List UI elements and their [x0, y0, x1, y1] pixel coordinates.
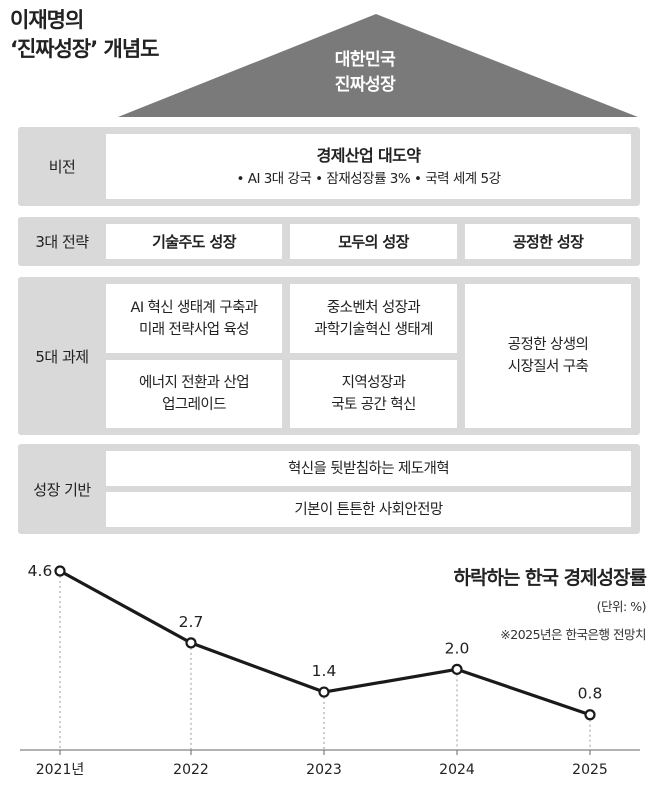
roof-label: 대한민국 진짜성장	[280, 48, 450, 98]
task-regional-line-2: 국토 공간 혁신	[331, 397, 416, 413]
growth-rate-chart: 2021년 2022 2023 2024 2025 4.6 2.7 1.4 2.0 0.8	[20, 562, 640, 778]
task-cell-energy: 에너지 전환과 산업 업그레이드	[106, 360, 282, 428]
task-ai-line-2: 미래 전략사업 육성	[139, 321, 250, 338]
x-tick-label: 2024	[439, 762, 475, 778]
data-point	[185, 637, 197, 649]
foundation-label: 성장 기반	[33, 480, 91, 499]
task-cell-ai: AI 혁신 생태계 구축과 미래 전략사업 육성	[106, 284, 282, 353]
chart-unit: (단위: %)	[596, 599, 647, 614]
data-point	[318, 686, 330, 698]
x-tick-label: 2022	[173, 762, 209, 778]
x-tick-label: 2021년	[36, 762, 85, 778]
data-label: 2.7	[179, 613, 204, 631]
task-cell-venture: 중소벤처 성장과 과학기술혁신 생태계	[290, 284, 457, 353]
task-ai-line-1: AI 혁신 생태계 구축과	[130, 299, 259, 316]
foundation-item-2: 기본이 튼튼한 사회안전망	[106, 492, 631, 527]
data-label: 4.6	[28, 562, 53, 580]
chart-title: 하락하는 한국 경제성장률	[453, 567, 647, 589]
data-point	[584, 709, 596, 721]
diagram-title: 이재명의 ‘진짜성장’ 개념도	[10, 6, 160, 64]
roof-line-2: 진짜성장	[334, 75, 396, 95]
strategy-label: 3대 전략	[35, 233, 89, 251]
task-venture-line-1: 중소벤처 성장과	[326, 299, 421, 316]
roof-triangle	[118, 14, 638, 117]
strategy-item-3: 공정한 성장	[465, 224, 631, 259]
roof-shape	[118, 14, 638, 117]
data-label: 0.8	[578, 685, 603, 703]
chart-note: ※2025년은 한국은행 전망치	[500, 627, 646, 642]
data-label: 1.4	[312, 662, 337, 680]
strategy-item-1: 기술주도 성장	[106, 224, 282, 259]
title-line-2: ‘진짜성장’ 개념도	[10, 37, 160, 61]
data-label: 2.0	[445, 639, 470, 657]
title-line-1: 이재명의	[10, 8, 84, 32]
task-venture-line-2: 과학기술혁신 생태계	[314, 321, 433, 338]
task-cell-regional: 지역성장과 국토 공간 혁신	[290, 360, 457, 428]
vision-sub: • AI 3대 강국 • 잠재성장률 3% • 국력 세계 5강	[236, 170, 501, 187]
x-tick-label: 2025	[572, 762, 608, 778]
task-regional-line-1: 지역성장과	[341, 375, 406, 391]
vision-cell: 경제산업 대도약 • AI 3대 강국 • 잠재성장률 3% • 국력 세계 5…	[106, 134, 631, 199]
task-cell-fair: 공정한 상생의 시장질서 구축	[465, 284, 631, 428]
task-fair-line-1: 공정한 상생의	[507, 337, 589, 353]
task-energy-line-1: 에너지 전환과 산업	[139, 375, 250, 391]
x-tick-label: 2023	[306, 762, 342, 778]
roof-line-1: 대한민국	[334, 50, 396, 70]
vision-main: 경제산업 대도약	[316, 145, 421, 165]
data-point	[451, 663, 463, 675]
foundation-item-1: 혁신을 뒷받침하는 제도개혁	[106, 451, 631, 486]
vision-label: 비전	[48, 158, 76, 176]
tasks-label: 5대 과제	[35, 347, 89, 366]
task-energy-line-2: 업그레이드	[162, 397, 226, 413]
strategy-item-2: 모두의 성장	[290, 224, 457, 259]
data-point	[54, 565, 66, 577]
task-fair-line-2: 시장질서 구축	[507, 359, 589, 375]
